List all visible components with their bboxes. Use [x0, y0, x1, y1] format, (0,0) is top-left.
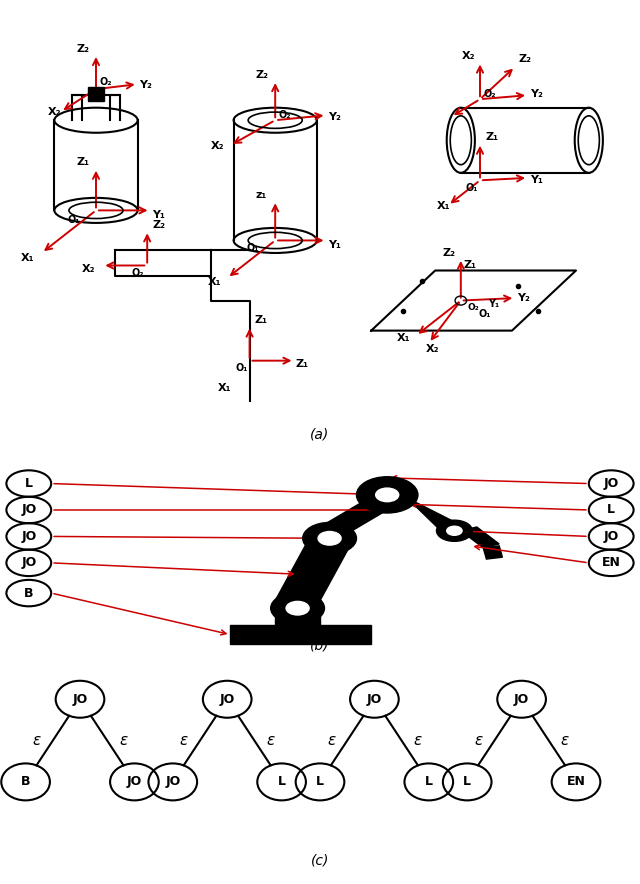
Text: ε: ε	[413, 733, 422, 748]
Text: X₂: X₂	[211, 141, 225, 151]
Text: ε: ε	[119, 733, 127, 748]
Text: ε: ε	[33, 733, 41, 748]
Text: L: L	[278, 775, 285, 789]
Text: O₁: O₁	[246, 243, 259, 254]
Text: X₂: X₂	[426, 344, 439, 354]
Text: Y₁: Y₁	[328, 240, 340, 250]
Text: Z₂: Z₂	[77, 43, 90, 54]
Text: X₁: X₁	[208, 277, 221, 286]
Text: Z₁: Z₁	[485, 133, 498, 142]
Circle shape	[286, 601, 309, 615]
Text: ε: ε	[474, 733, 483, 748]
Text: Y₂: Y₂	[328, 112, 340, 122]
Text: EN: EN	[566, 775, 586, 789]
Text: L: L	[463, 775, 471, 789]
Text: JO: JO	[367, 693, 382, 705]
Circle shape	[376, 488, 399, 502]
Text: Y₂: Y₂	[517, 293, 530, 302]
Text: O₁: O₁	[479, 309, 492, 318]
Text: Y₁: Y₁	[152, 210, 165, 220]
Text: (b): (b)	[310, 639, 330, 652]
Text: z₁: z₁	[256, 190, 268, 200]
Text: O₁: O₁	[466, 183, 479, 194]
Text: Y₁: Y₁	[530, 175, 543, 185]
Bar	[275, 613, 320, 625]
Text: O₁: O₁	[67, 215, 80, 225]
Text: B: B	[21, 775, 30, 789]
Text: JO: JO	[514, 693, 529, 705]
Text: X₁: X₁	[436, 202, 450, 211]
Polygon shape	[275, 542, 352, 600]
Text: X₁: X₁	[218, 383, 231, 392]
Text: JO: JO	[165, 775, 180, 789]
Text: X₁: X₁	[397, 332, 410, 343]
Text: X₂: X₂	[82, 263, 95, 273]
Bar	[88, 88, 104, 101]
Text: ε: ε	[180, 733, 188, 748]
Text: Y₂: Y₂	[140, 80, 152, 90]
Text: (a): (a)	[310, 427, 330, 441]
Text: L: L	[25, 477, 33, 490]
Text: O₂: O₂	[99, 77, 112, 88]
Polygon shape	[461, 527, 499, 548]
Text: Z₁: Z₁	[463, 260, 476, 270]
Circle shape	[356, 476, 418, 513]
Text: Y₂: Y₂	[530, 88, 543, 99]
Text: Z₂: Z₂	[443, 248, 456, 258]
Text: JO: JO	[21, 556, 36, 569]
Text: Z₂: Z₂	[518, 54, 531, 64]
Circle shape	[447, 526, 462, 536]
Text: ε: ε	[327, 733, 335, 748]
Text: JO: JO	[21, 530, 36, 543]
Text: JO: JO	[604, 477, 619, 490]
Circle shape	[303, 522, 356, 554]
Text: (c): (c)	[311, 854, 329, 867]
Text: O₂: O₂	[483, 88, 496, 99]
Text: ε: ε	[561, 733, 569, 748]
Text: X₁: X₁	[20, 254, 34, 263]
Polygon shape	[310, 499, 406, 533]
Text: B: B	[24, 587, 33, 599]
Text: JO: JO	[21, 504, 36, 516]
Text: O₂: O₂	[278, 110, 291, 119]
Circle shape	[318, 531, 341, 545]
Text: JO: JO	[127, 775, 142, 789]
Text: Z₂: Z₂	[152, 220, 165, 230]
Text: JO: JO	[72, 693, 88, 705]
Text: X₂: X₂	[48, 107, 61, 118]
Polygon shape	[483, 545, 502, 559]
Text: L: L	[316, 775, 324, 789]
Text: O₁: O₁	[236, 362, 248, 373]
Text: JO: JO	[604, 530, 619, 543]
Bar	[230, 625, 371, 644]
Text: ε: ε	[266, 733, 275, 748]
Polygon shape	[400, 492, 461, 535]
Text: O₂: O₂	[131, 268, 144, 278]
Text: Z₂: Z₂	[256, 70, 269, 80]
Text: Z₁: Z₁	[296, 359, 308, 369]
Circle shape	[271, 592, 324, 624]
Text: L: L	[607, 504, 615, 516]
Text: L: L	[425, 775, 433, 789]
Text: JO: JO	[220, 693, 235, 705]
Text: Z₁: Z₁	[255, 315, 268, 325]
Text: EN: EN	[602, 556, 621, 569]
Text: Y₁: Y₁	[488, 299, 499, 309]
Circle shape	[436, 520, 472, 541]
Text: X₂: X₂	[462, 51, 476, 61]
Text: O₂: O₂	[467, 302, 479, 311]
Text: Z₁: Z₁	[77, 157, 90, 167]
